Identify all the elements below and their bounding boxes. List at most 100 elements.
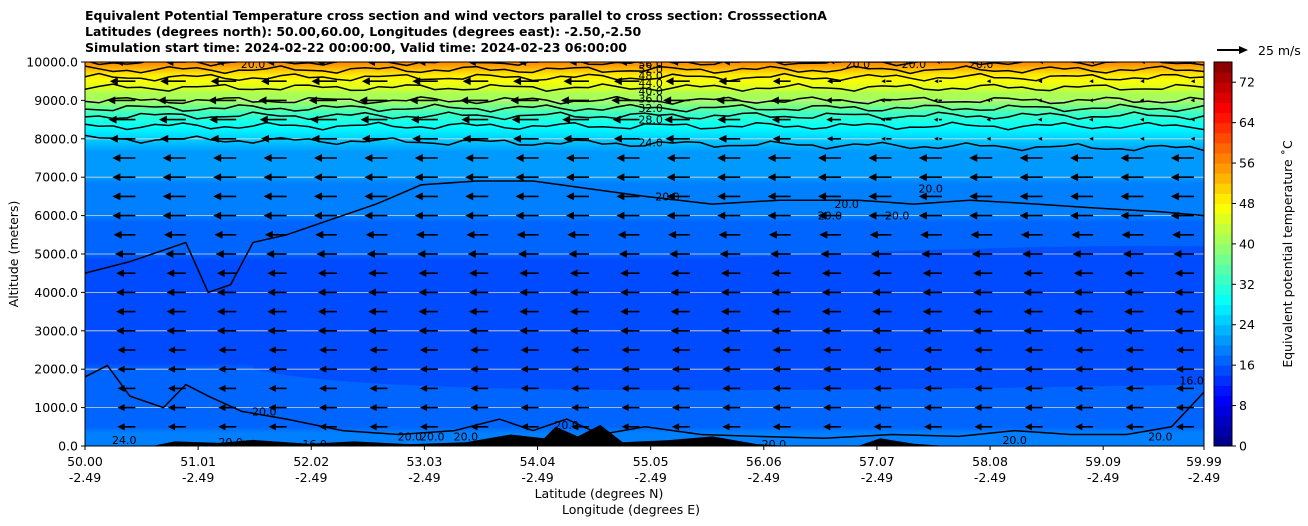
wind-vector	[360, 115, 388, 124]
wind-vector	[923, 404, 942, 412]
wind-vector	[717, 154, 741, 162]
wind-vector	[412, 134, 438, 143]
wind-vector	[1123, 250, 1144, 258]
wind-vector	[1124, 326, 1144, 335]
y-tick-label: 8000.0	[34, 131, 78, 146]
contour-label: 20.0	[846, 58, 871, 71]
wind-vector	[218, 404, 237, 412]
wind-vector	[969, 211, 993, 220]
wind-vector	[611, 96, 640, 105]
wind-vector	[311, 77, 338, 86]
wind-vector	[621, 404, 640, 412]
x-tick-label-lon: -2.49	[295, 470, 327, 485]
contour-label: 20.0	[1002, 434, 1027, 447]
wind-vector	[970, 230, 993, 239]
wind-vector	[1175, 346, 1194, 354]
wind-vector	[973, 307, 993, 316]
wind-vector	[67, 423, 85, 430]
wind-vector	[818, 211, 842, 220]
colorbar-band	[1214, 122, 1232, 134]
wind-key-arrow-head	[1239, 46, 1248, 54]
x-tick-label-lat: 56.06	[746, 454, 782, 469]
wind-vector	[869, 230, 892, 239]
wind-vector	[215, 62, 237, 66]
wind-vector	[986, 117, 991, 122]
contour-label: 20.0	[818, 210, 843, 223]
wind-vector	[670, 269, 690, 278]
wind-vector	[462, 134, 489, 143]
wind-vector	[923, 423, 942, 431]
wind-vector	[827, 78, 842, 85]
wind-vector	[671, 404, 690, 412]
contour-line	[85, 65, 1204, 75]
colorbar-band	[1214, 223, 1232, 235]
wind-vector	[918, 211, 942, 220]
wind-vector	[66, 308, 85, 316]
wind-vector	[923, 384, 942, 392]
wind-vector	[167, 346, 186, 354]
wind-vector	[670, 307, 690, 316]
wind-vector	[513, 134, 539, 143]
wind-vector	[419, 365, 438, 373]
wind-vector	[1070, 192, 1094, 201]
wind-vector	[259, 115, 287, 124]
contour-label: 44.0	[638, 77, 663, 90]
wind-vector	[62, 154, 85, 162]
wind-vector	[1019, 173, 1043, 182]
colorbar-band	[1214, 284, 1232, 295]
x-tick-label-lon: -2.49	[861, 470, 893, 485]
wind-vector	[310, 115, 338, 124]
wind-vector	[563, 134, 590, 143]
wind-vector	[418, 269, 438, 278]
wind-vector	[117, 346, 136, 354]
wind-vector	[364, 154, 388, 162]
wind-vector	[716, 96, 741, 105]
contour-label: 20.0	[902, 58, 927, 71]
contour-label: 48.0	[638, 69, 663, 82]
wind-vector	[974, 384, 993, 392]
wind-vector	[767, 154, 791, 162]
colorbar-band	[1214, 375, 1232, 386]
wind-vector	[511, 115, 539, 124]
wind-vector	[718, 134, 741, 143]
wind-vector	[922, 269, 942, 278]
wind-vector	[1024, 346, 1043, 354]
wind-vector	[974, 346, 993, 354]
theta-field-minimum	[253, 245, 1204, 391]
wind-vector	[771, 307, 791, 316]
colorbar-tick-label: 16	[1239, 358, 1255, 373]
wind-key-label: 25 m/s	[1258, 43, 1301, 58]
wind-vector	[1139, 98, 1144, 103]
wind-vector	[268, 365, 287, 373]
wind-vector	[112, 192, 136, 201]
wind-vector	[1190, 136, 1195, 141]
wind-vector	[1140, 136, 1145, 141]
wind-vector	[162, 192, 186, 201]
colorbar-frame	[1213, 61, 1233, 447]
wind-vector	[921, 250, 942, 258]
colorbar-band	[1214, 355, 1232, 366]
contour-label: 20.0	[918, 183, 943, 196]
colorbar-tick-label: 56	[1239, 156, 1255, 171]
wind-vector	[1170, 192, 1194, 201]
colorbar-band	[1214, 112, 1232, 124]
x-tick-label-lat: 59.99	[1186, 454, 1222, 469]
wind-vector	[818, 192, 842, 201]
wind-vector	[117, 384, 136, 392]
wind-vector	[569, 326, 590, 335]
x-tick-label-lon: -2.49	[1087, 470, 1119, 485]
wind-vector	[571, 346, 590, 354]
y-tick-label: 7000.0	[34, 170, 78, 185]
wind-vector	[414, 192, 438, 201]
wind-vector	[208, 96, 237, 105]
wind-vector	[157, 96, 186, 105]
wind-vector	[973, 269, 993, 278]
wind-vector	[918, 154, 942, 162]
contour-label: 32.0	[638, 102, 663, 115]
wind-vector	[671, 346, 690, 354]
wind-vector	[1190, 79, 1195, 84]
wind-vector	[771, 115, 791, 124]
wind-vector	[308, 96, 338, 105]
wind-vector	[1023, 326, 1043, 335]
wind-vector	[918, 173, 942, 182]
